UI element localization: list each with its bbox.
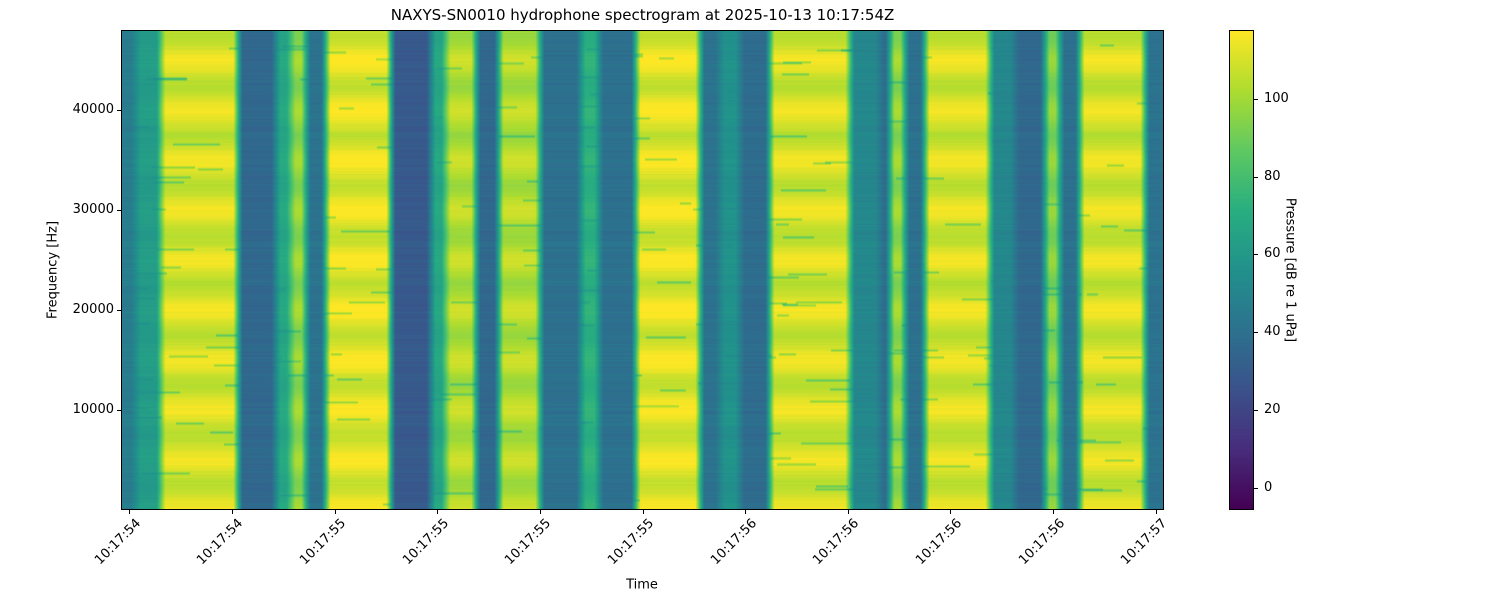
colorbar-tick-mark xyxy=(1254,176,1258,178)
colorbar-tick-mark xyxy=(1254,254,1258,256)
y-tick-mark xyxy=(117,410,121,411)
x-tick-mark xyxy=(847,510,849,514)
colorbar-tick-label: 60 xyxy=(1264,246,1281,262)
x-tick-mark xyxy=(1053,510,1055,514)
x-tick-label: 10:17:55 xyxy=(502,516,555,568)
colorbar-tick-label: 0 xyxy=(1264,479,1273,495)
y-tick-label: 30000 xyxy=(72,202,114,217)
x-tick-label: 10:17:55 xyxy=(399,516,452,568)
y-tick-label: 10000 xyxy=(72,402,114,417)
y-tick-mark xyxy=(117,310,121,311)
spectrogram-heatmap xyxy=(122,31,1163,509)
x-tick-mark xyxy=(642,510,644,514)
colorbar-tick-mark xyxy=(1254,410,1258,412)
x-tick-mark xyxy=(437,510,439,514)
x-axis-label: Time xyxy=(626,577,658,593)
colorbar-label: Pressure [dB re 1 uPa] xyxy=(1282,197,1298,343)
x-tick-label: 10:17:54 xyxy=(194,516,247,568)
plot-area xyxy=(121,30,1164,510)
x-tick-label: 10:17:54 xyxy=(91,516,144,568)
x-tick-label: 10:17:56 xyxy=(1015,516,1068,568)
y-tick-mark xyxy=(117,110,121,111)
x-tick-label: 10:17:56 xyxy=(810,516,863,568)
y-tick-label: 40000 xyxy=(72,102,114,117)
colorbar-tick-mark xyxy=(1254,332,1258,334)
x-tick-mark xyxy=(950,510,952,514)
colorbar-tick-mark xyxy=(1254,487,1258,489)
x-tick-mark xyxy=(539,510,541,514)
colorbar-tick-mark xyxy=(1254,98,1258,100)
chart-title: NAXYS-SN0010 hydrophone spectrogram at 2… xyxy=(390,6,895,24)
x-tick-mark xyxy=(129,510,131,514)
x-tick-label: 10:17:55 xyxy=(297,516,350,568)
x-tick-mark xyxy=(745,510,747,514)
x-tick-label: 10:17:55 xyxy=(605,516,658,568)
x-tick-label: 10:17:57 xyxy=(1118,516,1171,568)
y-tick-label: 20000 xyxy=(72,302,114,317)
colorbar-tick-label: 40 xyxy=(1264,324,1281,340)
x-tick-mark xyxy=(1155,510,1157,514)
x-tick-mark xyxy=(231,510,233,514)
colorbar-tick-label: 100 xyxy=(1264,90,1289,106)
colorbar-tick-label: 20 xyxy=(1264,402,1281,418)
x-tick-mark xyxy=(334,510,336,514)
colorbar-tick-label: 80 xyxy=(1264,168,1281,184)
colorbar xyxy=(1229,30,1254,510)
x-tick-label: 10:17:56 xyxy=(707,516,760,568)
y-tick-mark xyxy=(117,210,121,211)
x-tick-label: 10:17:56 xyxy=(913,516,966,568)
